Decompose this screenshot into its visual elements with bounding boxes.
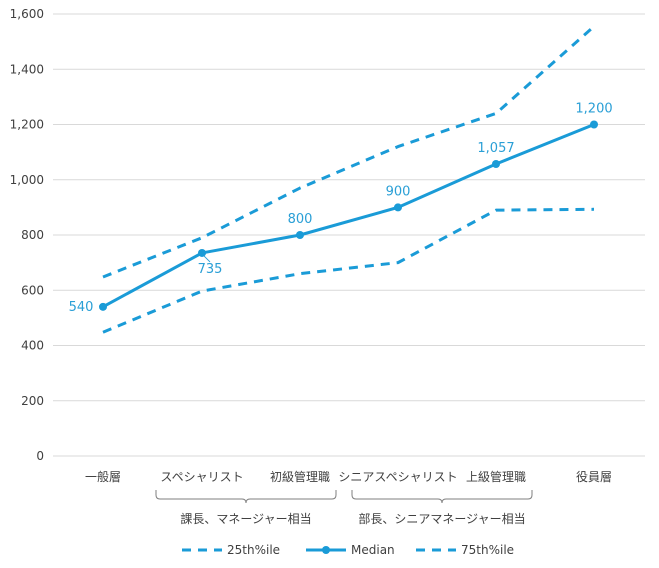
- data-labels: 540 735 800 900 1,057 1,200: [69, 102, 613, 315]
- x-axis-group-brackets: 課長、マネージャー相当 部長、シニアマネージャー相当: [155, 490, 533, 526]
- y-tick-label: 1,000: [10, 173, 44, 187]
- data-label: 1,200: [575, 102, 612, 117]
- group-label: 課長、マネージャー相当: [180, 511, 311, 526]
- series-lines: [99, 25, 598, 334]
- median-point: [492, 160, 500, 169]
- y-tick-label: 600: [21, 283, 44, 297]
- y-tick-label: 1,200: [10, 118, 44, 132]
- group-bracket: [155, 490, 337, 504]
- legend: 25th%ile Median 75th%ile: [182, 543, 514, 557]
- x-category-label: スペシャリスト: [160, 470, 243, 484]
- legend-label: Median: [351, 543, 395, 557]
- legend-label: 75th%ile: [461, 543, 514, 557]
- median-point: [590, 120, 598, 129]
- median-point: [99, 302, 107, 311]
- y-tick-label: 800: [21, 228, 44, 242]
- series-line-75thile: [102, 25, 595, 279]
- y-tick-label: 1,600: [10, 7, 44, 21]
- median-point: [394, 203, 402, 212]
- y-tick-label: 400: [21, 339, 44, 353]
- data-label: 735: [198, 262, 223, 277]
- gridlines: [53, 13, 645, 457]
- legend-label: 25th%ile: [227, 543, 280, 557]
- series-line-median: [102, 123, 595, 309]
- x-category-label: 上級管理職: [466, 469, 526, 484]
- series-line-25thile: [102, 207, 595, 334]
- data-label: 1,057: [477, 141, 514, 156]
- legend-marker: [322, 546, 330, 554]
- y-tick-label: 200: [21, 394, 44, 408]
- x-category-label: 一般層: [85, 469, 121, 484]
- y-axis-tick-labels: 0 200 400 600 800 1,000 1,200 1,400 1,600: [10, 7, 44, 463]
- x-axis-category-labels: 一般層 スペシャリスト 初級管理職 シニアスペシャリスト 上級管理職 役員層: [85, 469, 612, 484]
- data-label: 540: [69, 300, 94, 315]
- data-label: 800: [288, 212, 313, 227]
- x-category-label: シニアスペシャリスト: [338, 470, 457, 484]
- x-category-label: 役員層: [576, 469, 612, 484]
- data-label-leader: [203, 255, 211, 263]
- y-tick-label: 0: [36, 449, 44, 463]
- group-bracket: [351, 490, 533, 504]
- y-tick-label: 1,400: [10, 62, 44, 76]
- median-point: [296, 231, 304, 239]
- data-label: 900: [386, 184, 411, 199]
- median-point: [198, 248, 206, 257]
- x-category-label: 初級管理職: [270, 469, 330, 484]
- group-label: 部長、シニアマネージャー相当: [358, 511, 525, 526]
